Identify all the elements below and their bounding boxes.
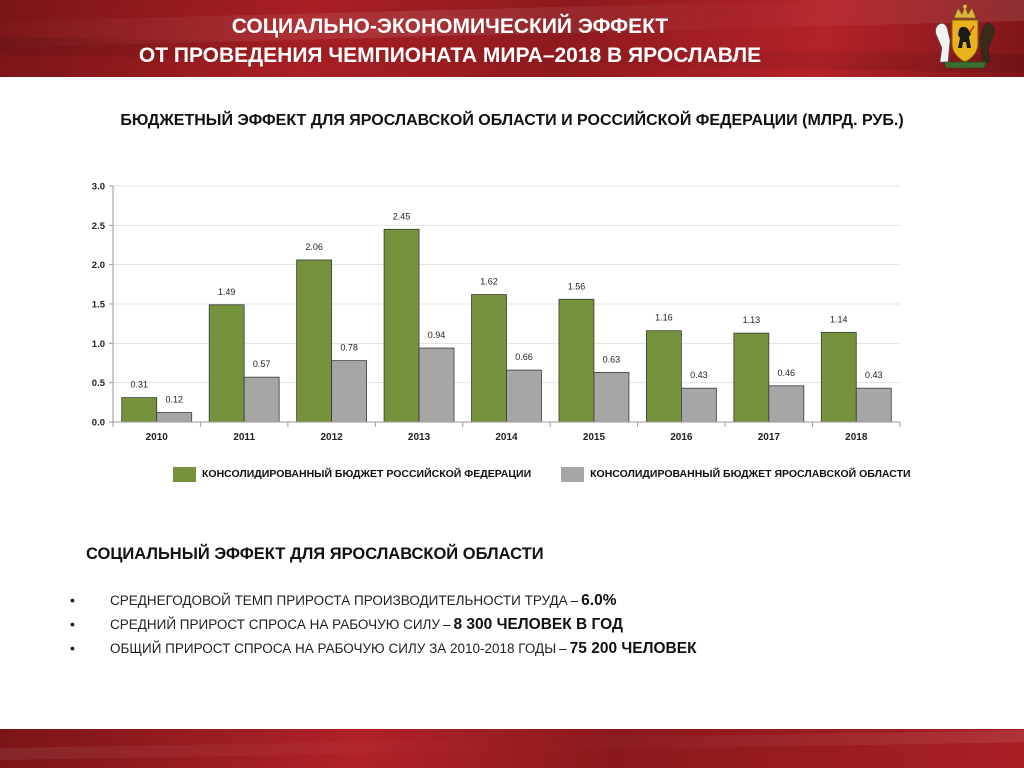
x-tick-label: 2016 [670,432,693,443]
data-label: 0.46 [778,368,796,378]
bar-federal [383,228,420,423]
bullet-text: СРЕДНИЙ ПРИРОСТ СПРОСА НА РАБОЧУЮ СИЛУ [110,617,440,632]
bullet-dash: – [442,617,451,632]
bar-federal [471,294,507,423]
x-tick-label: 2010 [146,432,169,443]
bar-federal [820,331,857,423]
bullet-value: 75 200 ЧЕЛОВЕК [569,640,697,657]
x-tick-label: 2013 [408,432,431,443]
header-band [0,0,1024,77]
budget-bar-chart: 0.31 0.12 1.49 0.57 2.06 0.78 2.45 0.94 1.62 0.66… [92,182,901,443]
data-label: 1.14 [830,314,848,324]
x-tick-label: 2018 [845,432,868,443]
page-title: СОЦИАЛЬНО-ЭКОНОМИЧЕСКИЙ ЭФФЕКТ ОТ ПРОВЕД… [0,12,900,70]
data-label: 0.94 [428,330,446,340]
data-label: 1.49 [218,287,236,297]
y-tick-label: 2.5 [92,221,106,232]
legend-swatch-regional [561,466,585,482]
data-label: 1.13 [743,315,761,325]
y-tick-label: 1.5 [92,300,106,311]
bullet-text: СРЕДНЕГОДОВОЙ ТЕМП ПРИРОСТА ПРОИЗВОДИТЕЛ… [110,593,568,608]
page-title-line2: ОТ ПРОВЕДЕНИЯ ЧЕМПИОНАТА МИРА–2018 В ЯРО… [138,44,762,67]
social-bullet-list: • СРЕДНЕГОДОВОЙ ТЕМП ПРИРОСТА ПРОИЗВОДИТ… [70,592,697,664]
bar-federal [646,330,682,423]
x-tick-label: 2011 [233,432,255,443]
bullet-dash: – [570,593,579,608]
data-label: 2.06 [305,242,323,252]
bar-regional [855,387,892,423]
bullet-glyph: • [70,616,75,632]
bullet-value: 6.0% [581,592,617,609]
x-tick-label: 2017 [758,432,781,443]
data-label: 0.66 [515,352,533,362]
chart-bars [121,228,892,423]
list-item: • ОБЩИЙ ПРИРОСТ СПРОСА НА РАБОЧУЮ СИЛУ З… [70,640,697,664]
bullet-glyph: • [70,640,75,656]
footer-band [0,729,1024,768]
bar-regional [156,412,193,423]
bar-regional [243,376,280,423]
data-label: 2.45 [393,211,411,221]
data-label: 0.31 [130,380,148,390]
social-section-title: СОЦИАЛЬНЫЙ ЭФФЕКТ ДЛЯ ЯРОСЛАВСКОЙ ОБЛАСТ… [86,545,544,563]
bar-federal [296,259,333,423]
bar-regional [768,385,805,423]
y-tick-label: 0.0 [92,418,105,429]
legend-label-federal: КОНСОЛИДИРОВАННЫЙ БЮДЖЕТ РОССИЙСКОЙ ФЕДЕ… [202,468,532,480]
y-tick-label: 3.0 [92,182,105,193]
bar-federal [558,298,595,423]
bar-regional [680,387,717,423]
legend-label-regional: КОНСОЛИДИРОВАННЫЙ БЮДЖЕТ ЯРОСЛАВСКОЙ ОБЛ… [590,468,911,480]
data-label: 0.43 [865,370,883,380]
footer-decor-streak [0,729,1024,761]
x-tick-label: 2014 [495,432,518,443]
data-label: 0.78 [340,343,358,353]
data-label: 0.43 [690,370,708,380]
bullet-value: 8 300 ЧЕЛОВЕК В ГОД [453,616,624,633]
y-tick-label: 2.0 [92,260,105,271]
legend-swatch-federal [173,466,196,482]
bar-regional [593,372,630,423]
list-item: • СРЕДНИЙ ПРИРОСТ СПРОСА НА РАБОЧУЮ СИЛУ… [70,616,697,640]
data-label: 1.56 [568,281,586,291]
bar-regional [331,360,367,423]
legend-item-regional: КОНСОЛИДИРОВАННЫЙ БЮДЖЕТ ЯРОСЛАВСКОЙ ОБЛ… [561,466,911,482]
data-label: 0.12 [165,395,183,405]
page-title-line1: СОЦИАЛЬНО-ЭКОНОМИЧЕСКИЙ ЭФФЕКТ [231,15,669,38]
data-label: 0.63 [603,354,621,364]
legend-item-federal: КОНСОЛИДИРОВАННЫЙ БЮДЖЕТ РОССИЙСКОЙ ФЕДЕ… [173,466,532,482]
coat-of-arms-icon [930,4,1000,72]
bar-federal [733,332,770,423]
data-label: 1.16 [655,313,673,323]
chart-axes: 0.0 0.5 1.0 1.5 2.0 2.5 3.0 2010 2011 2012 2013 201… [92,182,901,443]
bullet-glyph: • [70,592,75,608]
bar-regional [418,347,455,423]
data-label: 0.57 [253,359,271,369]
data-label: 1.62 [480,277,498,287]
x-tick-label: 2015 [583,432,606,443]
chart-labels: 0.31 0.12 1.49 0.57 2.06 0.78 2.45 0.94 1.62 0.66… [130,211,882,404]
bullet-text: ОБЩИЙ ПРИРОСТ СПРОСА НА РАБОЧУЮ СИЛУ ЗА … [110,641,557,656]
y-tick-label: 1.0 [92,339,105,350]
list-item: • СРЕДНЕГОДОВОЙ ТЕМП ПРИРОСТА ПРОИЗВОДИТ… [70,592,697,616]
bar-regional [506,369,542,423]
chart-legend: КОНСОЛИДИРОВАННЫЙ БЮДЖЕТ РОССИЙСКОЙ ФЕДЕ… [173,464,941,484]
bullet-dash: – [559,641,567,656]
bar-federal [208,304,245,423]
x-tick-label: 2012 [320,432,343,443]
bar-federal [121,397,158,423]
y-tick-label: 0.5 [92,378,106,389]
chart-title: БЮДЖЕТНЫЙ ЭФФЕКТ ДЛЯ ЯРОСЛАВСКОЙ ОБЛАСТИ… [120,112,904,129]
